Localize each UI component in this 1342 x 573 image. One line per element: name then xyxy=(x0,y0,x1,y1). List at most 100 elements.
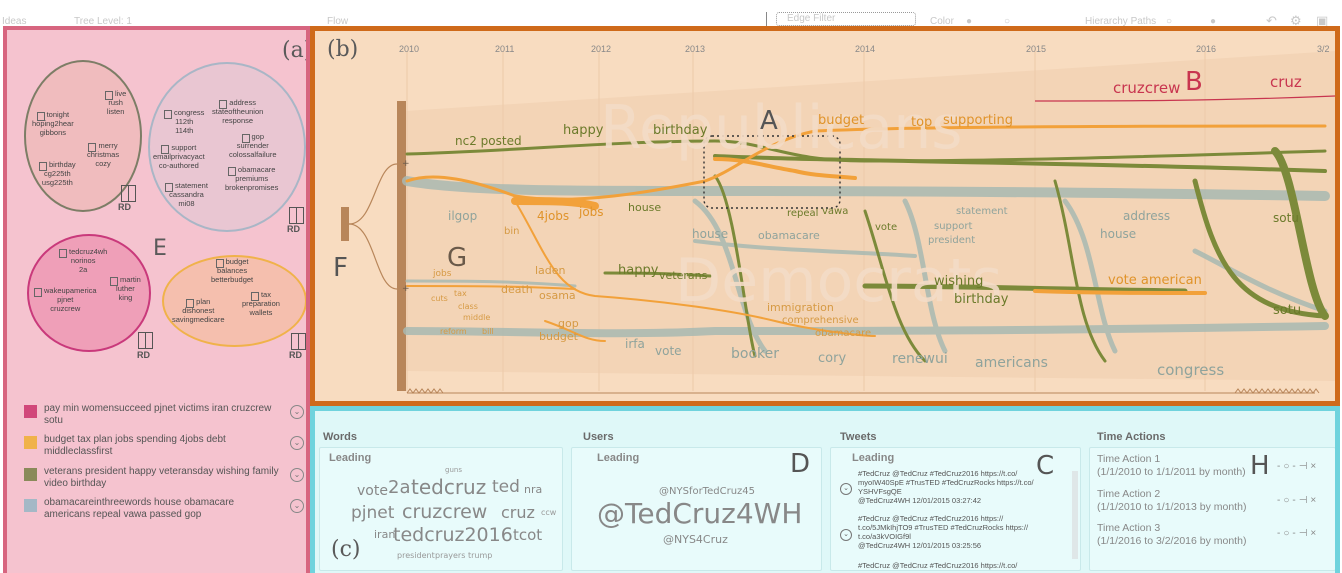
word-item[interactable]: tedcruz2016 xyxy=(393,524,513,546)
word-item[interactable]: trump xyxy=(468,551,492,560)
tweet-item[interactable]: #TedCruz @TedCruz #TedCruz2016 https://t… xyxy=(858,469,1063,505)
idea-node[interactable]: wakeupamerica pjnet cruzcrew xyxy=(34,287,97,313)
expand-icon[interactable]: ⌄ xyxy=(840,529,852,541)
rd-icon[interactable] xyxy=(291,333,306,350)
flow-word[interactable]: nc2 posted xyxy=(455,134,522,148)
rd-icon[interactable] xyxy=(138,332,153,349)
flow-word[interactable]: immigration xyxy=(767,301,834,314)
flow-word[interactable]: obamacare xyxy=(815,328,871,339)
flow-word[interactable]: ilgop xyxy=(448,209,477,223)
flow-word[interactable]: middle xyxy=(463,313,490,322)
flow-word[interactable]: obamacare xyxy=(758,229,820,242)
flow-word[interactable]: cory xyxy=(818,351,846,366)
time-action-item[interactable]: Time Action 1 (1/1/2010 to 1/1/2011 by m… xyxy=(1097,453,1246,479)
time-action-controls[interactable]: -○-⊣× xyxy=(1277,528,1319,539)
time-action-controls[interactable]: -○-⊣× xyxy=(1277,461,1319,472)
idea-node[interactable]: tedcruz4wh norinos 2a xyxy=(59,248,107,274)
idea-node[interactable]: plan dishonest savingmedicare xyxy=(172,298,225,324)
idea-node[interactable]: live rush listen xyxy=(105,90,126,116)
idea-node[interactable]: obamacare premiums brokenpromises xyxy=(225,166,278,192)
user-item[interactable]: @NYS4Cruz xyxy=(663,533,728,546)
time-action-item[interactable]: Time Action 2 (1/1/2010 to 1/1/2013 by m… xyxy=(1097,488,1246,514)
flow-word[interactable]: happy xyxy=(618,263,658,278)
flow-word[interactable]: top xyxy=(911,115,932,130)
word-item[interactable]: ccw xyxy=(541,508,556,517)
flow-word[interactable]: cruzcrew xyxy=(1113,79,1180,97)
word-item[interactable]: tedcruz xyxy=(411,475,486,499)
flow-word[interactable]: laden xyxy=(535,264,566,277)
word-item[interactable]: prayers xyxy=(435,551,465,560)
user-item[interactable]: @TedCruz4WH xyxy=(597,497,802,530)
idea-node[interactable]: tax preparation wallets xyxy=(242,291,280,317)
idea-node[interactable]: statement cassandra mi08 xyxy=(165,182,208,208)
rd-icon[interactable] xyxy=(289,207,304,224)
word-item[interactable]: cruz xyxy=(501,503,535,522)
idea-node[interactable]: congress 112th 114th xyxy=(164,109,204,135)
flow-word[interactable]: supporting xyxy=(943,113,1013,128)
word-item[interactable]: tcot xyxy=(513,526,542,544)
flow-word[interactable]: budget xyxy=(539,330,578,343)
flow-word[interactable]: congress xyxy=(1157,361,1224,379)
word-item[interactable]: 2a xyxy=(388,477,410,498)
flow-word[interactable]: comprehensive xyxy=(782,315,859,326)
flow-word[interactable]: vote xyxy=(655,344,682,358)
flow-word[interactable]: class xyxy=(458,302,478,311)
idea-node[interactable]: budget balances betterbudget xyxy=(211,258,253,284)
tweets-scrollbar[interactable] xyxy=(1072,471,1078,559)
flow-word[interactable]: house xyxy=(692,227,728,241)
flow-word[interactable]: sotu xyxy=(1273,211,1299,225)
idea-node[interactable]: merry christmas cozy xyxy=(87,142,119,168)
word-item[interactable]: pjnet xyxy=(351,503,394,523)
chevron-down-icon[interactable]: ⌄ xyxy=(290,436,304,450)
time-action-item[interactable]: Time Action 3 (1/1/2016 to 3/2/2016 by m… xyxy=(1097,522,1246,548)
plus-icon[interactable]: + xyxy=(402,159,410,169)
user-item[interactable]: @NYSforTedCruz45 xyxy=(659,486,755,497)
flow-word[interactable]: renewui xyxy=(892,351,948,367)
flow-word[interactable]: jobs xyxy=(433,269,451,279)
flow-word[interactable]: house xyxy=(1100,227,1136,241)
idea-node[interactable]: support emailprivacyact co-authored xyxy=(153,144,205,170)
flow-word[interactable]: statement xyxy=(956,206,1007,217)
flow-word[interactable]: death xyxy=(501,283,533,296)
flow-word[interactable]: americans xyxy=(975,355,1048,371)
flow-word[interactable]: veterans xyxy=(659,269,707,282)
flow-word[interactable]: cruz xyxy=(1270,73,1302,91)
flow-word[interactable]: sotu xyxy=(1273,303,1301,318)
flow-word[interactable]: president xyxy=(928,235,975,246)
flow-word[interactable]: tax xyxy=(454,289,467,298)
edge-filter-input[interactable]: Edge Filter xyxy=(776,12,916,26)
time-action-controls[interactable]: -○-⊣× xyxy=(1277,495,1319,506)
word-item[interactable]: ted xyxy=(492,477,520,497)
idea-node[interactable]: address stateoftheunion response xyxy=(212,99,263,125)
flow-word[interactable]: cuts xyxy=(431,294,448,303)
flow-word[interactable]: vawa xyxy=(822,206,848,217)
flow-word[interactable]: osama xyxy=(539,289,576,302)
idea-node[interactable]: tonight hoping2hear gibbons xyxy=(32,111,74,137)
flow-word[interactable]: happy xyxy=(563,123,603,138)
flow-word[interactable]: wishing xyxy=(934,274,983,289)
flow-word[interactable]: address xyxy=(1123,209,1170,223)
flow-word[interactable]: support xyxy=(934,221,972,232)
flow-word[interactable]: bin xyxy=(504,226,519,237)
idea-node[interactable]: birthday cg225th usg225th xyxy=(39,161,76,187)
chevron-down-icon[interactable]: ⌄ xyxy=(290,499,304,513)
flow-word[interactable]: vote xyxy=(875,222,897,233)
flow-word[interactable]: booker xyxy=(731,346,779,362)
flow-word[interactable]: jobs xyxy=(579,205,604,219)
expand-icon[interactable]: ⌄ xyxy=(840,483,852,495)
flow-word[interactable]: irfa xyxy=(625,337,645,351)
chevron-down-icon[interactable]: ⌄ xyxy=(290,405,304,419)
flow-word[interactable]: repeal xyxy=(787,208,818,219)
tweet-item[interactable]: #TedCruz @TedCruz #TedCruz2016 https://t… xyxy=(858,561,1063,570)
flow-word[interactable]: house xyxy=(628,201,661,214)
flow-word[interactable]: birthday xyxy=(653,123,707,138)
flow-word[interactable]: 4jobs xyxy=(537,209,569,223)
chevron-down-icon[interactable]: ⌄ xyxy=(290,468,304,482)
word-item[interactable]: vote xyxy=(357,483,388,499)
flow-word[interactable]: gop xyxy=(558,317,579,330)
rd-icon[interactable] xyxy=(121,185,136,202)
word-item[interactable]: cruzcrew xyxy=(402,501,487,523)
tweet-item[interactable]: #TedCruz @TedCruz #TedCruz2016 https:// … xyxy=(858,514,1063,550)
word-item[interactable]: president xyxy=(397,551,435,560)
flow-word[interactable]: vote american xyxy=(1108,273,1202,288)
